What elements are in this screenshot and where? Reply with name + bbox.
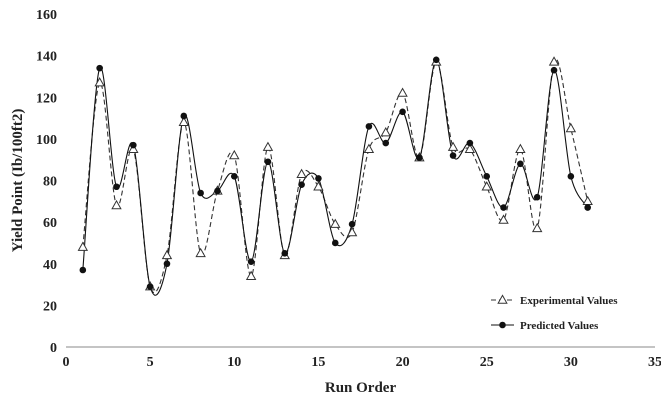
y-tick-label: 120 — [36, 91, 57, 106]
data-point-experimental — [245, 270, 257, 280]
data-point-predicted — [550, 66, 558, 74]
data-point-experimental — [161, 249, 173, 260]
x-tick-label: 15 — [311, 355, 325, 370]
data-point-experimental — [397, 87, 408, 97]
data-point-predicted — [432, 56, 440, 64]
data-point-experimental — [481, 181, 492, 191]
data-point-predicted — [315, 175, 322, 182]
data-point-experimental — [262, 141, 274, 151]
data-point-predicted — [567, 173, 575, 180]
legend-label-experimental: Experimental Values — [520, 295, 618, 307]
data-point-predicted — [230, 173, 238, 180]
legend-label-predicted: Predicted Values — [520, 320, 599, 332]
y-axis-title: Yield Point (Ib/100ft2) — [10, 109, 26, 253]
data-point-predicted — [113, 183, 120, 191]
data-point-experimental — [330, 218, 341, 228]
y-tick-label: 100 — [36, 133, 57, 148]
data-point-experimental — [515, 143, 526, 154]
data-point-experimental — [94, 77, 105, 87]
data-point-experimental — [548, 56, 560, 66]
data-point-experimental — [363, 143, 375, 154]
data-point-predicted — [214, 187, 221, 195]
data-point-experimental — [77, 241, 89, 251]
y-tick-label: 160 — [36, 8, 57, 23]
chart-axes — [66, 346, 655, 348]
data-point-predicted — [79, 266, 87, 274]
data-point-experimental — [346, 226, 358, 237]
x-tick-label: 10 — [227, 355, 241, 370]
data-point-experimental — [498, 214, 509, 224]
data-point-predicted — [416, 154, 423, 161]
data-point-experimental — [178, 116, 190, 126]
y-tick-label: 20 — [43, 299, 57, 314]
data-point-predicted — [247, 258, 255, 265]
data-markers — [77, 56, 593, 291]
legend-marker-circle-icon — [499, 321, 506, 329]
data-point-predicted — [399, 108, 406, 116]
x-tick-label: 20 — [396, 355, 410, 370]
data-point-predicted — [331, 239, 339, 247]
data-point-predicted — [500, 204, 507, 211]
y-tick-label: 140 — [36, 50, 57, 65]
data-point-experimental — [313, 181, 324, 191]
data-point-predicted — [584, 204, 591, 211]
series-line-experimental — [82, 58, 589, 294]
data-point-predicted — [197, 189, 204, 197]
data-series — [82, 58, 589, 296]
data-point-predicted — [365, 123, 373, 130]
data-point-experimental — [380, 127, 391, 137]
data-point-experimental — [111, 199, 122, 210]
data-point-predicted — [517, 160, 524, 168]
data-point-experimental — [565, 122, 577, 133]
data-point-experimental — [195, 247, 206, 258]
legend-entry-predicted: Predicted Values — [491, 320, 599, 332]
data-point-experimental — [447, 141, 459, 151]
data-point-predicted — [466, 139, 474, 147]
data-point-experimental — [464, 143, 476, 154]
data-point-experimental — [531, 222, 543, 233]
series-line-predicted — [82, 59, 589, 296]
data-point-predicted — [264, 158, 272, 166]
legend-marker-triangle-icon — [497, 294, 508, 304]
y-tick-label: 0 — [50, 341, 57, 356]
x-tick-label: 5 — [147, 355, 154, 370]
x-tick-label: 25 — [480, 355, 494, 370]
data-point-predicted — [96, 64, 103, 72]
data-point-predicted — [348, 220, 356, 228]
x-tick-label: 30 — [564, 355, 578, 370]
data-point-predicted — [180, 112, 188, 120]
data-point-predicted — [146, 283, 154, 290]
data-point-experimental — [582, 195, 593, 206]
y-tick-label: 80 — [43, 175, 57, 190]
y-tick-label: 40 — [43, 258, 57, 273]
data-point-predicted — [130, 141, 137, 149]
x-tick-label: 0 — [63, 355, 70, 370]
data-point-predicted — [281, 250, 289, 257]
data-point-predicted — [449, 152, 457, 159]
data-point-predicted — [298, 181, 305, 188]
data-point-experimental — [128, 143, 139, 154]
data-point-predicted — [533, 193, 541, 201]
x-axis-title: Run Order — [325, 380, 397, 396]
chart-legend: Experimental Values Predicted Values — [491, 294, 618, 332]
data-point-predicted — [483, 173, 491, 180]
data-point-experimental — [229, 149, 240, 160]
data-point-experimental — [296, 168, 307, 178]
tick-labels: 0 5 10 15 20 25 30 35 0 20 40 60 80 100 120 140 160 — [36, 8, 661, 370]
legend-entry-experimental: Experimental Values — [491, 294, 618, 307]
data-point-predicted — [382, 139, 390, 147]
data-point-predicted — [163, 260, 171, 268]
x-tick-label: 35 — [648, 355, 661, 370]
y-tick-label: 60 — [43, 216, 57, 231]
